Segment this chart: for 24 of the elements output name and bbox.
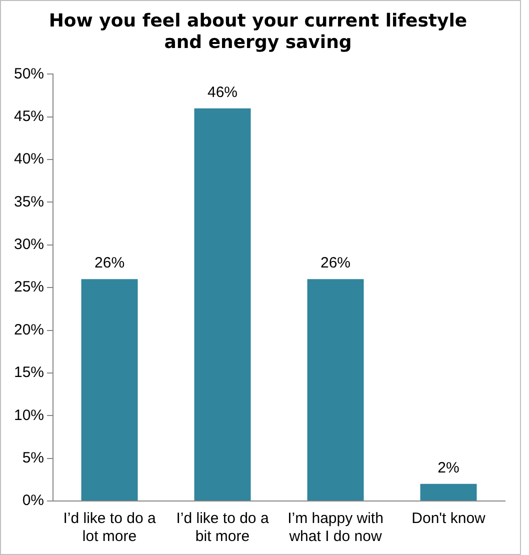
data-label: 46% [208,84,238,101]
x-tick-label: I’d like to do a bit more [176,510,270,546]
y-tick-label: 10% [14,406,44,424]
x-tick-label: I’m happy with what I do now [288,510,384,546]
y-tick-label: 45% [14,108,44,126]
y-tick-label: 30% [14,236,44,254]
data-label: 26% [320,254,351,272]
bar [307,279,364,500]
y-tick-label: 40% [14,150,44,168]
y-tick-label: 15% [14,364,44,382]
y-tick-label: 20% [14,321,44,338]
bar [420,484,477,500]
data-label: 2% [438,460,460,477]
y-tick-label: 35% [14,193,44,210]
y-tick-label: 5% [22,449,44,466]
x-tick-label: I’d like to do a lot more [63,510,156,546]
bar [194,108,251,500]
y-tick-label: 0% [22,492,44,510]
y-tick-label: 25% [14,278,44,296]
x-tick-label: Don't know [412,510,486,528]
chart-title: How you feel about your current lifestyle and energy saving [48,10,468,54]
data-label: 26% [94,254,125,272]
y-tick-label: 50% [14,65,44,82]
bar [81,279,138,500]
